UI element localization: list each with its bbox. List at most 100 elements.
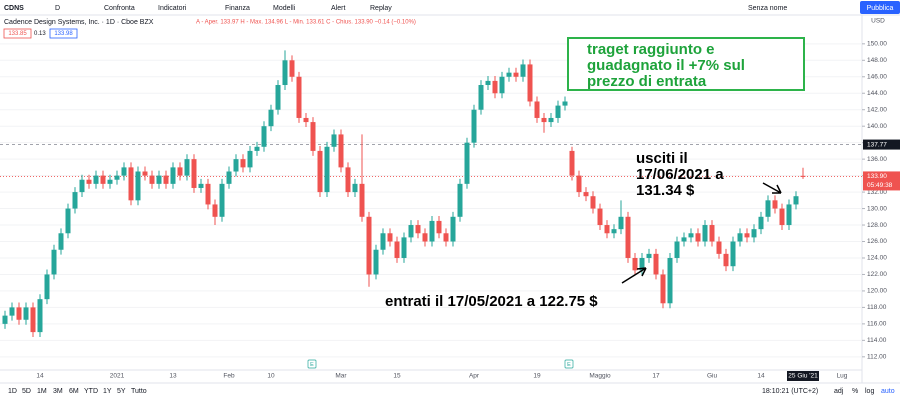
range[interactable]: YTD — [84, 388, 98, 395]
candle-body — [170, 167, 176, 184]
candle-body — [443, 233, 449, 242]
candle-body — [191, 159, 197, 188]
candle-body — [527, 64, 533, 102]
bid-box[interactable] — [3, 28, 32, 39]
candle-body — [394, 241, 400, 258]
toolbar-item[interactable]: Finanza — [225, 5, 250, 12]
candle-body — [254, 146, 260, 151]
candle-body — [345, 167, 351, 193]
bid[interactable]: 133.85 — [8, 31, 27, 37]
event-label[interactable]: E — [310, 362, 314, 368]
interval[interactable]: D — [55, 5, 60, 12]
range[interactable]: 3M — [53, 388, 63, 395]
candle-body — [324, 146, 330, 193]
entry-arrow — [621, 267, 647, 284]
candle-body — [534, 101, 540, 118]
x-tick-label: Apr — [469, 373, 480, 380]
axis-option[interactable]: auto — [881, 388, 895, 395]
range[interactable]: 5D — [22, 388, 31, 395]
candle-body — [653, 253, 659, 275]
layout-name[interactable]: Senza nome — [748, 5, 787, 12]
event-marker[interactable] — [564, 359, 574, 369]
event-marker[interactable] — [307, 359, 317, 369]
candle-body — [681, 237, 687, 242]
candle-body — [177, 167, 183, 176]
candle-body — [667, 257, 673, 304]
range[interactable]: 1Y — [103, 388, 112, 395]
candle-body — [79, 179, 85, 193]
candle-body — [660, 274, 666, 304]
axis-option[interactable]: adj — [834, 388, 844, 395]
candle-body — [366, 216, 372, 275]
toolbar-item[interactable]: Replay — [370, 5, 392, 12]
annotation-text: guadagnato il +7% sul — [587, 57, 745, 74]
y-tick-label: 146.00 — [867, 73, 887, 80]
candle-body — [632, 257, 638, 271]
candle-body — [576, 175, 582, 193]
toolbar — [0, 0, 900, 15]
toolbar-item[interactable]: Modelli — [273, 5, 296, 12]
publish-label[interactable]: Pubblica — [867, 5, 894, 12]
annotation-text: usciti il — [636, 150, 688, 167]
candle-body — [156, 175, 162, 184]
candle-body — [499, 76, 505, 94]
candle-body — [331, 134, 337, 147]
axis-option[interactable]: log — [865, 388, 874, 395]
candle-body — [359, 183, 365, 217]
candle-body — [37, 299, 43, 333]
y-tick-label: 144.00 — [867, 90, 887, 97]
range[interactable]: 5Y — [117, 388, 126, 395]
candle-body — [205, 183, 211, 205]
x-tick-label: Lug — [837, 373, 848, 380]
candle-body — [555, 105, 561, 118]
candle-body — [464, 142, 470, 184]
range[interactable]: 1D — [8, 388, 17, 395]
x-tick-label: Giu — [707, 373, 718, 380]
y-tick-label: 130.00 — [867, 205, 887, 212]
candle-body — [212, 204, 218, 217]
candle-body — [765, 200, 771, 217]
candle-body — [751, 229, 757, 238]
y-tick-label: 148.00 — [867, 57, 887, 64]
candle-body — [30, 307, 36, 333]
candle-body — [352, 183, 358, 193]
candle-body — [429, 220, 435, 242]
y-tick-label: 118.00 — [867, 304, 887, 311]
event-label[interactable]: E — [567, 362, 571, 368]
date-highlight — [787, 371, 819, 381]
candle-body — [184, 159, 190, 176]
range[interactable]: 1M — [37, 388, 47, 395]
symbol[interactable]: CDNS — [4, 5, 24, 12]
y-tick-label: 132.00 — [867, 189, 887, 196]
candle-body — [226, 171, 232, 184]
candle-body — [716, 241, 722, 254]
candle-body — [646, 253, 652, 258]
ask-box[interactable] — [49, 28, 78, 39]
annotation-text: prezzo di entrata — [587, 73, 707, 90]
candle-body — [261, 126, 267, 147]
candle-body — [23, 307, 29, 320]
toolbar-item[interactable]: Confronta — [104, 5, 135, 12]
candle-body — [415, 225, 421, 234]
axis-option[interactable]: % — [852, 388, 858, 395]
y-tick-label: 128.00 — [867, 222, 887, 229]
annotation-text: entrati il 17/05/2021 a 122.75 $ — [385, 293, 598, 310]
ask[interactable]: 133.98 — [54, 31, 73, 37]
y-tick-label: 126.00 — [867, 238, 887, 245]
candle-body — [709, 225, 715, 242]
toolbar-item[interactable]: Indicatori — [158, 5, 187, 12]
range[interactable]: Tutto — [131, 388, 147, 395]
publish-button[interactable] — [860, 1, 900, 14]
candle-body — [128, 167, 134, 201]
candle-body — [142, 171, 148, 176]
candle-body — [86, 179, 92, 184]
candle-body — [387, 233, 393, 242]
candle-body — [688, 233, 694, 238]
candle-body — [296, 76, 302, 118]
candle-body — [233, 159, 239, 172]
x-tick-label: 10 — [267, 373, 275, 380]
candle-body — [16, 307, 22, 320]
range[interactable]: 6M — [69, 388, 79, 395]
clock: 18:10:21 (UTC+2) — [762, 388, 818, 395]
toolbar-item[interactable]: Alert — [331, 5, 345, 12]
